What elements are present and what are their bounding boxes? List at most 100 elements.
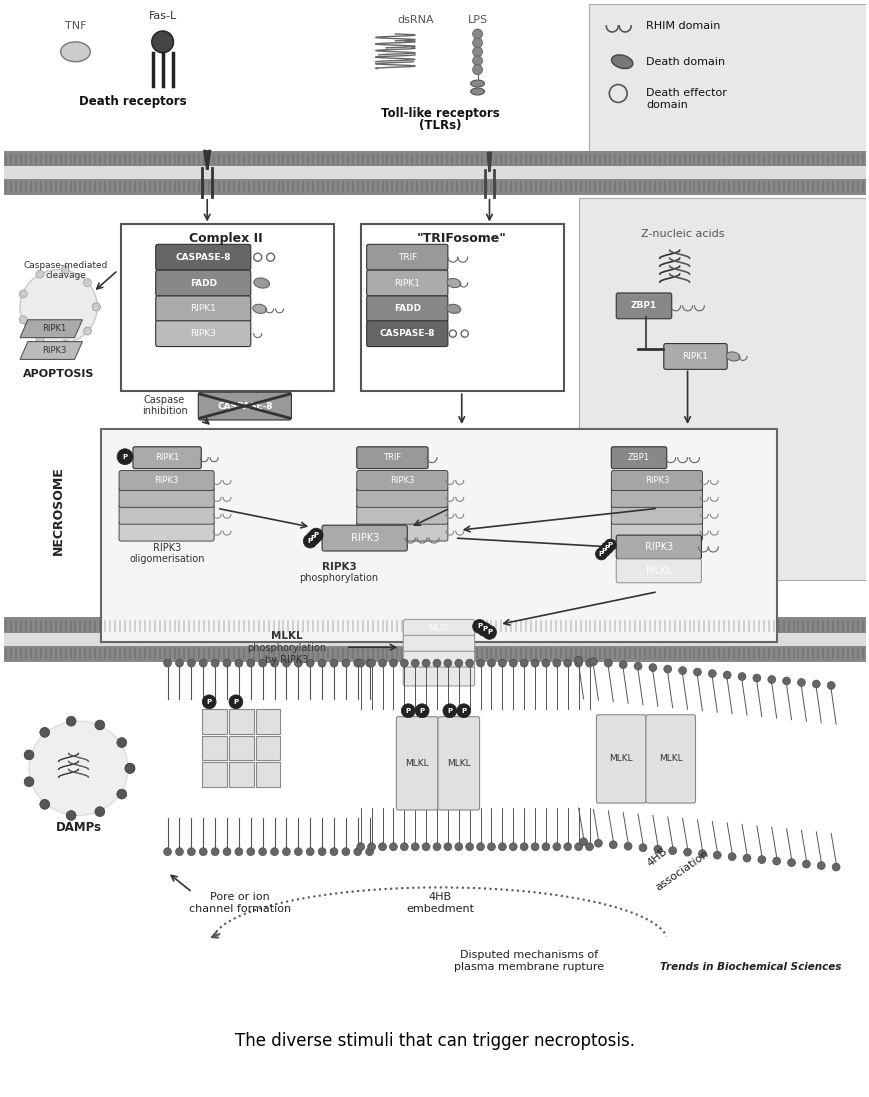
Text: RIPK3: RIPK3 [190,329,216,338]
Bar [121,225,334,392]
FancyBboxPatch shape [119,487,214,507]
Ellipse shape [611,55,632,69]
Ellipse shape [470,80,484,87]
Circle shape [36,336,43,343]
Text: P: P [598,551,603,557]
Circle shape [222,659,230,667]
FancyBboxPatch shape [356,505,448,524]
Circle shape [663,665,671,674]
Circle shape [530,659,539,667]
Ellipse shape [447,304,461,314]
Circle shape [92,303,100,310]
Circle shape [378,659,386,667]
Text: RIPK3: RIPK3 [153,543,182,553]
Circle shape [476,842,484,850]
Text: TRIF: TRIF [397,252,416,262]
Circle shape [487,659,494,667]
Bar [255,709,280,734]
Circle shape [713,851,720,859]
Circle shape [598,545,609,557]
Circle shape [552,659,561,667]
Circle shape [247,659,255,667]
Text: P: P [233,699,238,705]
Circle shape [668,847,676,855]
Circle shape [354,848,362,856]
Bar [4,618,865,633]
Text: Trends in Biochemical Sciences: Trends in Biochemical Sciences [659,962,840,972]
FancyBboxPatch shape [596,715,645,803]
Text: MLKL: MLKL [447,759,470,768]
Circle shape [258,848,266,856]
Text: domain: domain [645,101,687,111]
Circle shape [482,625,496,640]
Circle shape [83,327,91,335]
Circle shape [782,677,790,685]
FancyBboxPatch shape [403,620,474,638]
Text: P: P [604,545,609,551]
FancyBboxPatch shape [366,245,448,270]
Circle shape [329,848,337,856]
Text: P: P [206,699,211,705]
Circle shape [563,842,571,850]
Circle shape [742,855,750,862]
FancyBboxPatch shape [133,446,201,468]
FancyBboxPatch shape [198,393,291,420]
Text: MLKL: MLKL [428,624,449,633]
Text: ZBP1: ZBP1 [630,302,656,310]
Text: RIPK3: RIPK3 [389,476,414,485]
Text: NECROSOME: NECROSOME [52,466,65,555]
Text: CASPASE-8: CASPASE-8 [176,252,231,262]
Circle shape [472,47,482,57]
Circle shape [421,659,429,667]
Text: RIPK3: RIPK3 [154,476,178,485]
Circle shape [472,29,482,38]
Circle shape [163,659,171,667]
Circle shape [294,659,302,667]
Circle shape [816,861,825,870]
Text: phosphorylation: phosphorylation [247,643,326,653]
Circle shape [199,848,207,856]
Circle shape [306,848,314,856]
Circle shape [95,720,104,730]
Text: Death receptors: Death receptors [79,95,187,108]
Text: P: P [601,548,607,554]
Ellipse shape [61,42,90,61]
Circle shape [634,663,641,670]
FancyBboxPatch shape [615,293,671,319]
Circle shape [443,659,451,667]
Circle shape [368,659,375,667]
Circle shape [411,842,419,850]
Text: RIPK3: RIPK3 [644,476,668,485]
FancyBboxPatch shape [366,296,448,321]
Circle shape [648,664,656,671]
Text: phosphorylation: phosphorylation [299,573,378,583]
Text: (TLRs): (TLRs) [418,118,461,132]
Text: RIPK3: RIPK3 [43,346,67,355]
Text: RIPK1: RIPK1 [190,304,216,314]
Circle shape [456,704,470,717]
Circle shape [282,659,290,667]
FancyBboxPatch shape [611,471,701,490]
Bar [361,225,563,392]
Text: Toll-like receptors: Toll-like receptors [380,106,499,120]
Circle shape [187,659,196,667]
Circle shape [757,856,765,863]
Circle shape [508,659,516,667]
Ellipse shape [470,88,484,95]
Bar [202,736,227,760]
Text: P: P [313,532,318,539]
Circle shape [693,668,700,676]
Text: association: association [653,848,710,893]
Circle shape [356,842,364,850]
Circle shape [401,704,415,717]
Circle shape [116,789,127,799]
FancyBboxPatch shape [119,471,214,490]
Ellipse shape [20,270,97,344]
Circle shape [400,659,408,667]
Circle shape [604,539,615,551]
FancyBboxPatch shape [356,487,448,507]
Text: MLKL: MLKL [270,632,302,642]
Text: RIPK3: RIPK3 [644,542,673,552]
Text: RIPK1: RIPK1 [155,453,179,462]
Circle shape [365,659,373,667]
